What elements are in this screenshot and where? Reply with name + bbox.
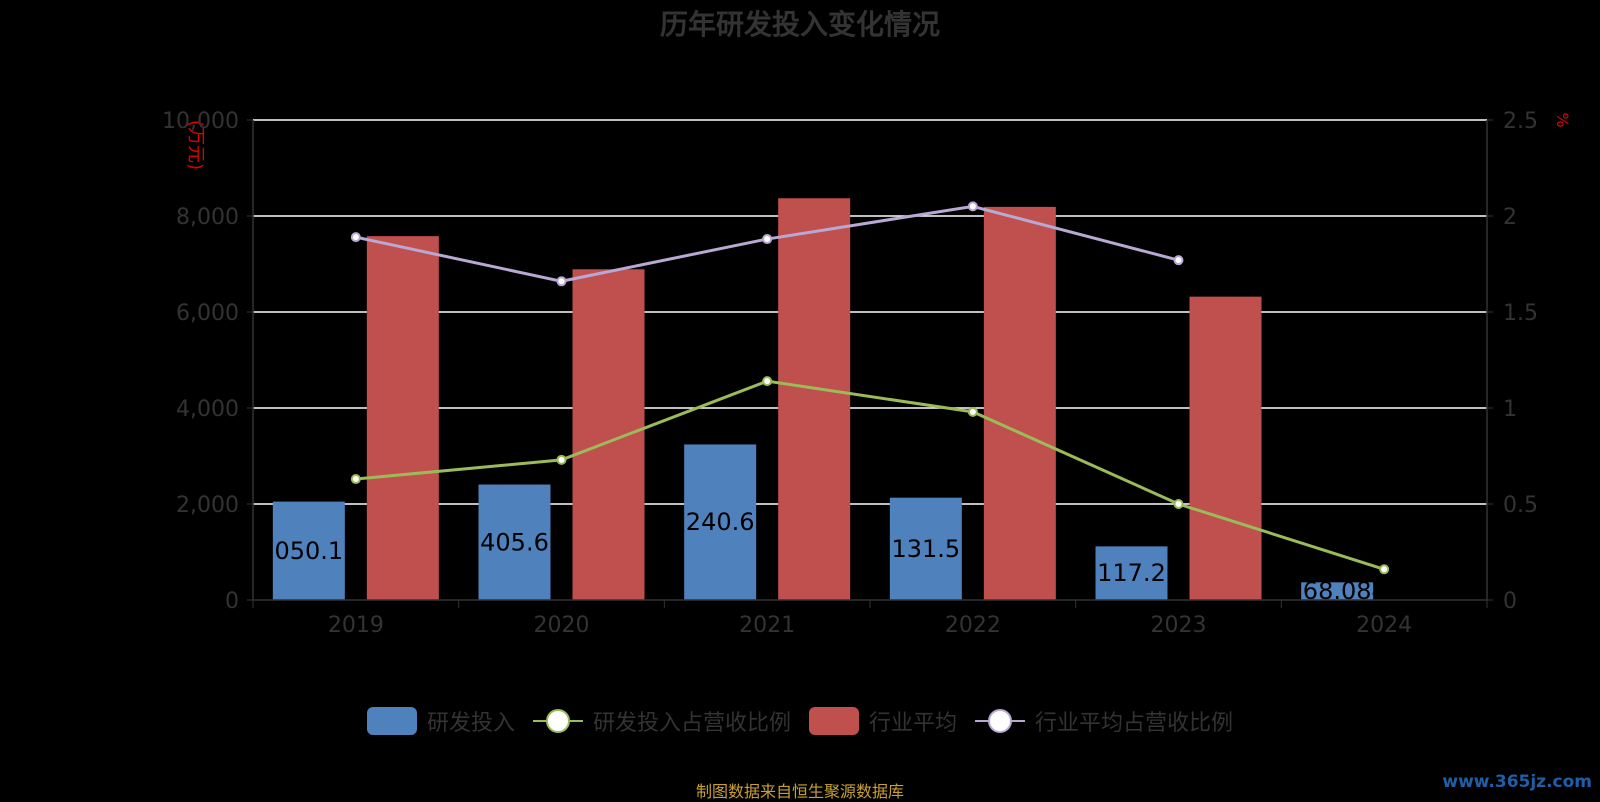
y-left-tick-label: 4,000 (176, 397, 239, 422)
line-point (967, 406, 978, 417)
y-left-tick-label: 2,000 (176, 493, 239, 518)
bar (1189, 296, 1262, 600)
legend-item-rd-investment[interactable]: 研发投入 (366, 705, 515, 737)
bar (366, 236, 439, 600)
y-right-tick-label: 0.5 (1503, 493, 1538, 518)
lines (350, 201, 1390, 575)
line-point (1173, 255, 1184, 266)
data-label: 1117.26 (1082, 559, 1181, 587)
data-labels: 2050.11 2405.65 3240.67 2131.55 1117.26 368.0… (259, 508, 1387, 605)
line-point (1379, 564, 1390, 575)
grid-lines (253, 119, 1487, 505)
legend-label-industry-average: 行业平均 (869, 711, 958, 736)
data-label: 368.084 (1288, 577, 1387, 605)
line-point (350, 474, 361, 485)
line-point (1173, 499, 1184, 509)
data-label: 2131.55 (876, 535, 975, 563)
series-line (355, 379, 1385, 571)
x-tick-label: 2023 (1151, 613, 1207, 638)
y-right-tick-label: 0 (1503, 589, 1517, 614)
data-label: 2405.65 (465, 528, 564, 556)
y-right-tick-label: 2.5 (1503, 109, 1538, 134)
y-right-tick-label: 2 (1503, 205, 1517, 230)
footer-source: 制图数据来自恒生聚源数据库 (695, 782, 904, 801)
legend-label-rd-investment: 研发投入 (426, 711, 515, 736)
y-left-tick-label: 8,000 (176, 205, 239, 230)
bar (983, 206, 1056, 600)
x-tick-label: 2020 (534, 613, 590, 638)
bar (1095, 546, 1168, 600)
y-right-tick-label: 1 (1503, 397, 1517, 422)
bars (272, 198, 1374, 601)
legend-item-industry-ratio[interactable]: 行业平均占营收比例 (975, 705, 1233, 737)
legend-item-industry-average[interactable]: 行业平均 (809, 705, 957, 737)
bar (572, 269, 645, 600)
x-tick-label: 2022 (945, 613, 1001, 638)
y-left-axis-label: (万元) (185, 120, 206, 170)
legend-label-rd-ratio: 研发投入占营收比例 (592, 711, 791, 736)
line-point (350, 232, 361, 243)
data-label: 3240.67 (671, 508, 770, 536)
data-label: 2050.11 (259, 537, 358, 565)
legend-swatch-industry-average (809, 707, 859, 735)
legend-swatch-rd-ratio (532, 707, 583, 735)
line-point (556, 454, 567, 465)
legend: 研发投入 研发投入占营收比例 行业平均 行业平均占营收比例 (0, 705, 1600, 737)
line-point (556, 276, 567, 287)
watermark: www.365jz.com (1442, 772, 1592, 792)
bar (684, 444, 757, 600)
y-left-tick-label: 10,000 (162, 109, 239, 134)
line-point (762, 234, 773, 245)
bar (478, 484, 551, 600)
x-tick-label: 2021 (739, 613, 795, 638)
y-right-tick-label: 1.5 (1503, 301, 1538, 326)
legend-item-rd-ratio[interactable]: 研发投入占营收比例 (532, 705, 791, 737)
axes: 0 2,000 4,000 6,000 8,000 10,000 0 0.5 1 1.5 2 2.5 2… (162, 109, 1538, 638)
bar (1301, 582, 1374, 600)
y-left-tick-label: 6,000 (176, 301, 239, 326)
legend-swatch-industry-ratio (975, 707, 1026, 735)
chart-title: 历年研发投入变化情况 (660, 8, 940, 41)
line-point (967, 201, 978, 212)
bar (272, 501, 345, 600)
x-tick-label: 2019 (328, 613, 384, 638)
y-right-axis-label: % (1553, 112, 1572, 127)
bar (889, 497, 962, 600)
x-tick-label: 2024 (1356, 613, 1412, 638)
legend-label-industry-ratio: 行业平均占营收比例 (1035, 711, 1234, 736)
y-left-tick-label: 0 (225, 589, 239, 614)
bar (778, 198, 851, 601)
line-point (762, 376, 773, 387)
legend-swatch-rd-investment (366, 707, 417, 735)
